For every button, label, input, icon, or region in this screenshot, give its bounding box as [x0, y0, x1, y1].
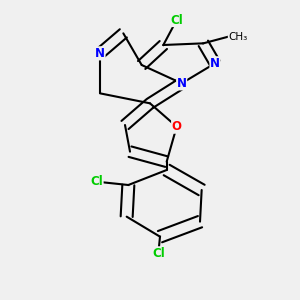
Text: N: N: [210, 57, 220, 70]
Text: Cl: Cl: [90, 175, 103, 188]
Text: CH₃: CH₃: [228, 32, 248, 42]
Text: Cl: Cl: [170, 14, 183, 26]
Text: N: N: [95, 47, 105, 60]
Text: O: O: [172, 120, 182, 133]
Text: N: N: [177, 77, 187, 90]
Text: Cl: Cl: [152, 247, 165, 260]
